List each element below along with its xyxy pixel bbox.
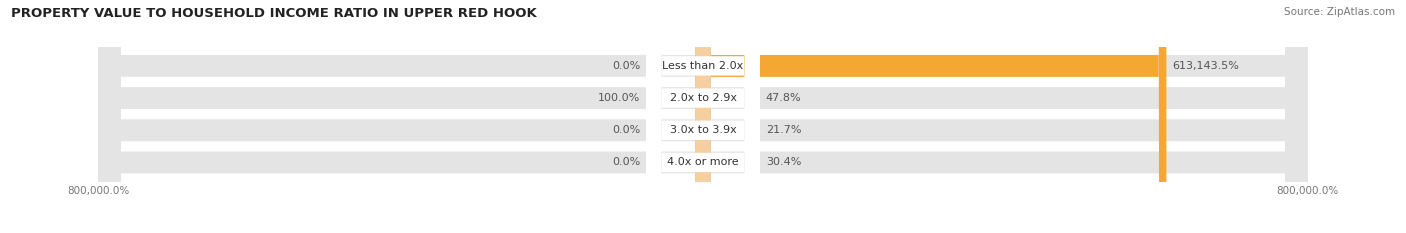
FancyBboxPatch shape <box>98 0 1308 233</box>
FancyBboxPatch shape <box>696 0 710 233</box>
Text: 4.0x or more: 4.0x or more <box>668 158 738 168</box>
FancyBboxPatch shape <box>647 0 759 233</box>
Text: 3.0x to 3.9x: 3.0x to 3.9x <box>669 125 737 135</box>
FancyBboxPatch shape <box>703 0 1167 233</box>
FancyBboxPatch shape <box>98 0 1308 233</box>
FancyBboxPatch shape <box>98 0 1308 233</box>
Text: 0.0%: 0.0% <box>612 158 640 168</box>
FancyBboxPatch shape <box>696 0 710 233</box>
Text: 0.0%: 0.0% <box>612 61 640 71</box>
Text: 613,143.5%: 613,143.5% <box>1173 61 1239 71</box>
Text: PROPERTY VALUE TO HOUSEHOLD INCOME RATIO IN UPPER RED HOOK: PROPERTY VALUE TO HOUSEHOLD INCOME RATIO… <box>11 7 537 20</box>
Text: 2.0x to 2.9x: 2.0x to 2.9x <box>669 93 737 103</box>
Text: 100.0%: 100.0% <box>598 93 640 103</box>
Text: 21.7%: 21.7% <box>766 125 801 135</box>
Text: 0.0%: 0.0% <box>612 125 640 135</box>
Text: 47.8%: 47.8% <box>766 93 801 103</box>
Text: 30.4%: 30.4% <box>766 158 801 168</box>
Text: Source: ZipAtlas.com: Source: ZipAtlas.com <box>1284 7 1395 17</box>
Text: Less than 2.0x: Less than 2.0x <box>662 61 744 71</box>
FancyBboxPatch shape <box>696 0 710 233</box>
FancyBboxPatch shape <box>647 0 759 233</box>
FancyBboxPatch shape <box>98 0 1308 233</box>
FancyBboxPatch shape <box>696 0 710 233</box>
FancyBboxPatch shape <box>647 0 759 233</box>
FancyBboxPatch shape <box>647 0 759 233</box>
